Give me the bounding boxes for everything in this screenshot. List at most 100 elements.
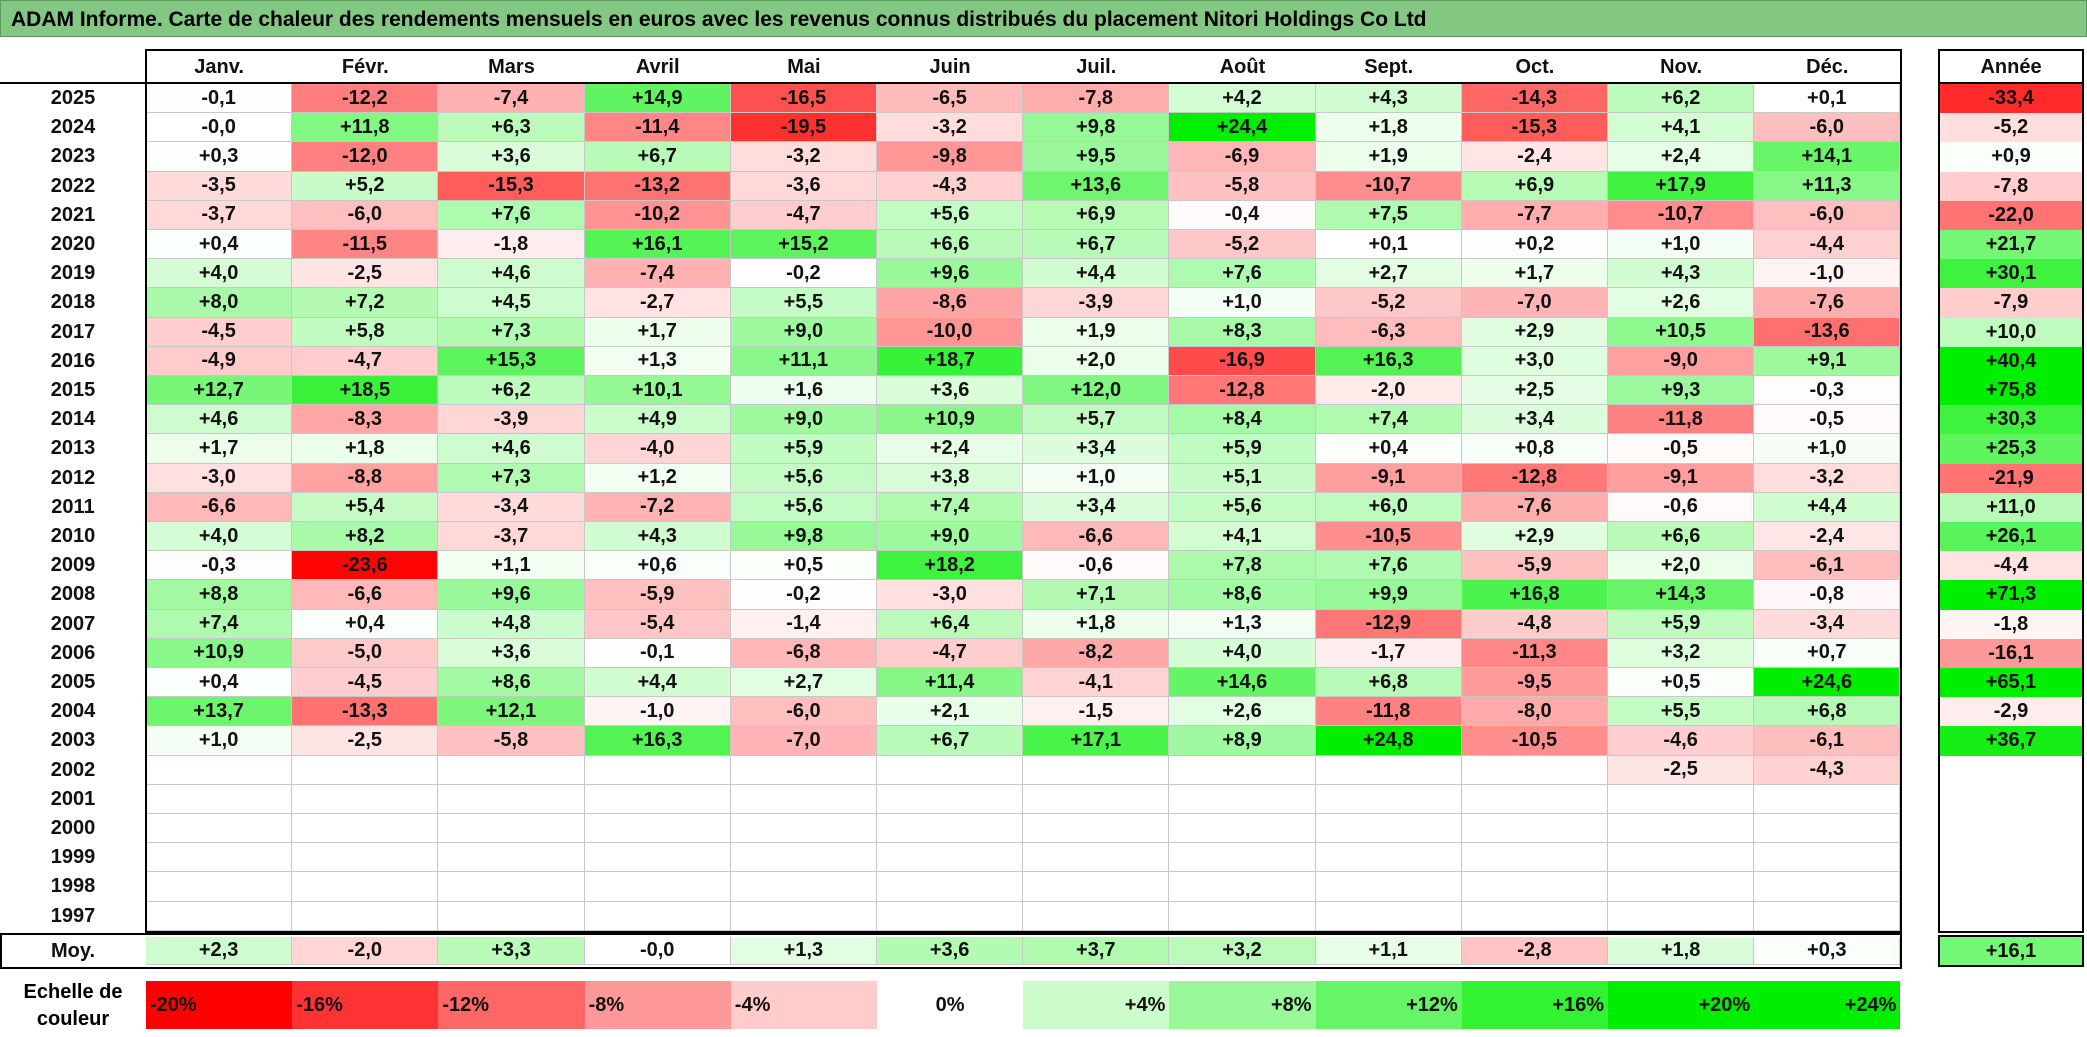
month-header: Avril [635, 56, 680, 78]
heatmap-cell: +6,2 [438, 376, 585, 406]
heatmap-cell: -10,5 [1461, 726, 1608, 756]
heatmap-cell: -1,0 [584, 697, 731, 727]
year-label: 2012 [50, 466, 96, 489]
month-header: Mai [787, 56, 821, 78]
heatmap-cell: +7,8 [1169, 551, 1316, 581]
heatmap-cell: +9,8 [1023, 113, 1170, 143]
heatmap-cell: -0,6 [1023, 551, 1170, 581]
heatmap-cell: +7,4 [146, 609, 293, 639]
heatmap-cell: -4,0 [584, 434, 731, 464]
heatmap-cell: -10,0 [877, 317, 1024, 347]
month-header: Févr. [341, 56, 389, 78]
heatmap-cell: -6,5 [877, 84, 1024, 114]
year-label: 2006 [50, 641, 96, 664]
annual-cell [1940, 872, 2082, 902]
heatmap-cell: +2,6 [1169, 697, 1316, 727]
heatmap-cell: -1,8 [438, 230, 585, 260]
heatmap-cell: -6,8 [730, 638, 877, 668]
heatmap-cell: -4,6 [1608, 726, 1755, 756]
heatmap-cell: +4,4 [584, 668, 731, 698]
heatmap-cell: -0,0 [146, 113, 293, 143]
color-scale-swatch: +20% [1608, 981, 1755, 1029]
heatmap-cell [438, 843, 585, 873]
annual-cell: -4,4 [1940, 551, 2082, 581]
heatmap-cell: -5,8 [1169, 171, 1316, 201]
heatmap-cell: -3,9 [1023, 288, 1170, 318]
annual-cell: +11,0 [1940, 492, 2082, 522]
year-label: 2015 [50, 379, 96, 402]
heatmap-cell: +2,9 [1461, 522, 1608, 552]
year-label: 2002 [50, 758, 96, 781]
heatmap-cell: +16,1 [584, 230, 731, 260]
heatmap-cell: -0,1 [584, 638, 731, 668]
heatmap-cell [584, 843, 731, 873]
heatmap-cell: -12,0 [292, 142, 439, 172]
year-label: 2025 [50, 87, 96, 110]
heatmap-cell: +6,0 [1315, 492, 1462, 522]
heatmap-cell: +11,4 [877, 668, 1024, 698]
heatmap-cell [730, 814, 877, 844]
year-label: 2013 [50, 437, 96, 460]
heatmap-cell: +8,3 [1169, 317, 1316, 347]
heatmap-cell [1461, 843, 1608, 873]
heatmap-cell: -2,5 [1608, 755, 1755, 785]
heatmap-cell: +2,7 [730, 668, 877, 698]
year-label: 2024 [50, 116, 96, 139]
heatmap-cell: +9,3 [1608, 376, 1755, 406]
heatmap-cell: -1,0 [1754, 259, 1901, 289]
heatmap-cell: +5,1 [1169, 463, 1316, 493]
heatmap-cell [1754, 843, 1901, 873]
heatmap-cell: +1,8 [1315, 113, 1462, 143]
heatmap-cell [877, 843, 1024, 873]
annual-cell: +10,0 [1940, 317, 2082, 347]
heatmap-cell: +2,6 [1608, 288, 1755, 318]
heatmap-cell: -11,8 [1608, 405, 1755, 435]
heatmap-cell: -0,4 [1169, 200, 1316, 230]
heatmap-cell [730, 843, 877, 873]
year-label: 2003 [50, 729, 96, 752]
heatmap-cell [1023, 814, 1170, 844]
heatmap-cell [1754, 872, 1901, 902]
heatmap-cell: -4,7 [292, 346, 439, 376]
heatmap-cell: +0,8 [1461, 434, 1608, 464]
heatmap-cell: +13,6 [1023, 171, 1170, 201]
heatmap-cell [1608, 814, 1755, 844]
heatmap-cell: -9,1 [1608, 463, 1755, 493]
year-label: 2011 [51, 495, 95, 518]
heatmap-cell [584, 755, 731, 785]
heatmap-cell [730, 784, 877, 814]
heatmap-cell: -2,0 [1315, 376, 1462, 406]
heatmap-cell [1023, 755, 1170, 785]
heatmap-cell: +4,4 [1023, 259, 1170, 289]
heatmap-cell: +7,4 [877, 492, 1024, 522]
heatmap-cell: -7,8 [1023, 84, 1170, 114]
month-header: Juil. [1076, 56, 1117, 78]
heatmap-cell: +4,4 [1754, 492, 1901, 522]
heatmap-cell: -13,3 [292, 697, 439, 727]
heatmap-cell: +15,2 [730, 230, 877, 260]
heatmap-cell: -7,2 [584, 492, 731, 522]
annual-cell: -1,8 [1940, 609, 2082, 639]
heatmap-cell: +7,6 [438, 200, 585, 230]
heatmap-cell [146, 755, 293, 785]
heatmap-cell: -8,6 [877, 288, 1024, 318]
heatmap-cell [1461, 755, 1608, 785]
heatmap-cell [1754, 814, 1901, 844]
heatmap-cell: -16,5 [730, 84, 877, 114]
heatmap-cell: +8,2 [292, 522, 439, 552]
heatmap-cell: -7,0 [1461, 288, 1608, 318]
month-header: Nov. [1660, 56, 1703, 78]
year-label: 1997 [50, 904, 96, 927]
heatmap-cell: +5,6 [1169, 492, 1316, 522]
heatmap-cell: -5,0 [292, 638, 439, 668]
year-label: 2018 [50, 291, 96, 314]
heatmap-cell: +14,1 [1754, 142, 1901, 172]
heatmap-cell: -9,1 [1315, 463, 1462, 493]
heatmap-cell: +1,8 [292, 434, 439, 464]
heatmap-cell: +0,1 [1315, 230, 1462, 260]
heatmap-cell: +3,8 [877, 463, 1024, 493]
heatmap-cell: +5,5 [730, 288, 877, 318]
heatmap-cell: +9,9 [1315, 580, 1462, 610]
heatmap-cell: +1,9 [1023, 317, 1170, 347]
